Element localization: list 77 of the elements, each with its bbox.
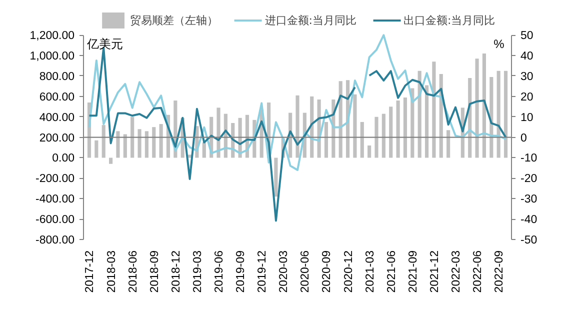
legend-label: 贸易顺差（左轴） — [130, 12, 218, 28]
y2-tick-label: 40 — [520, 50, 534, 63]
x-tick-label: 2021-12 — [428, 250, 441, 293]
bar — [123, 134, 127, 158]
bar — [374, 116, 378, 158]
bar — [324, 122, 328, 158]
line-series — [88, 34, 507, 172]
bar — [432, 62, 436, 158]
bar — [353, 94, 357, 158]
bar — [296, 95, 300, 158]
y-tick-label: 800.00 — [39, 70, 75, 83]
x-tick-label: 2021-03 — [364, 250, 376, 293]
x-tick-label: 2018-12 — [170, 250, 182, 293]
x-tick-label: 2020-06 — [300, 250, 312, 293]
x-tick-label: 2019-06 — [214, 250, 226, 293]
x-tick-label: 2017-12 — [84, 250, 96, 293]
bar — [382, 114, 386, 158]
bar — [396, 100, 400, 158]
y2-tick-label: 20 — [520, 91, 534, 104]
bar — [138, 129, 142, 158]
y2-tick-label: -30 — [520, 194, 538, 206]
y2-tick-label: 50 — [520, 30, 534, 42]
y2-tick-label: -50 — [520, 234, 538, 246]
y-tick-label: -200.00 — [35, 173, 75, 186]
legend-label: 进口金额:当月同比 — [264, 12, 356, 28]
bar — [360, 122, 364, 158]
bar — [102, 125, 106, 158]
legend-label: 出口金额:当月同比 — [404, 12, 496, 28]
bar — [274, 158, 278, 197]
bar — [446, 130, 450, 158]
bar — [482, 54, 486, 158]
bar — [202, 142, 206, 158]
y2-axis-title: % — [494, 37, 505, 52]
x-tick-label: 2022-09 — [494, 250, 506, 293]
bar — [130, 116, 134, 158]
y2-tick-label: 10 — [520, 112, 534, 124]
x-tick-label: 2020-09 — [321, 250, 334, 293]
y-tick-label: -400.00 — [35, 194, 75, 206]
x-tick-label: 2020-12 — [342, 250, 355, 293]
y2-tick-label: 30 — [520, 70, 534, 83]
x-tick-label: 2019-09 — [235, 250, 248, 293]
y-tick-label: -800.00 — [35, 234, 75, 246]
y-tick-label: 400.00 — [39, 112, 75, 124]
bar — [152, 127, 156, 158]
bar — [504, 70, 508, 158]
y2-tick-label: -40 — [520, 214, 538, 226]
x-tick-label: 2022-06 — [472, 250, 484, 293]
bar — [496, 70, 500, 158]
y2-tick-label: -20 — [520, 173, 538, 186]
x-tick-label: 2021-06 — [386, 250, 398, 293]
bar — [144, 131, 148, 158]
bar — [389, 106, 393, 158]
bar — [116, 131, 120, 158]
x-tick-label: 2020-03 — [278, 250, 290, 293]
bar — [159, 124, 163, 158]
x-tick-label: 2021-09 — [407, 250, 420, 293]
x-tick-label: 2019-03 — [192, 250, 204, 293]
bar — [94, 140, 98, 158]
bar — [403, 97, 408, 158]
y-tick-label: 1,000.00 — [30, 50, 74, 63]
y-tick-label: 0.00 — [52, 152, 75, 165]
y-tick-label: -600.00 — [35, 214, 75, 226]
x-tick-label: 2018-03 — [106, 250, 118, 293]
x-tick-label: 2018-06 — [127, 250, 140, 293]
x-tick-label: 2019-12 — [256, 250, 269, 293]
y-tick-label: 1,200.00 — [30, 30, 74, 42]
x-tick-label: 2022-03 — [450, 250, 462, 293]
y-tick-label: 600.00 — [39, 91, 75, 104]
bar — [475, 58, 479, 158]
y-tick-label: 200.00 — [39, 132, 75, 144]
bar — [368, 145, 372, 158]
bar — [424, 85, 429, 158]
y2-tick-label: 0 — [520, 132, 527, 144]
y-axis-title: 亿美元 — [86, 37, 124, 52]
bar — [108, 158, 113, 164]
x-tick-label: 2018-09 — [148, 250, 161, 293]
y2-tick-label: -10 — [520, 152, 538, 165]
